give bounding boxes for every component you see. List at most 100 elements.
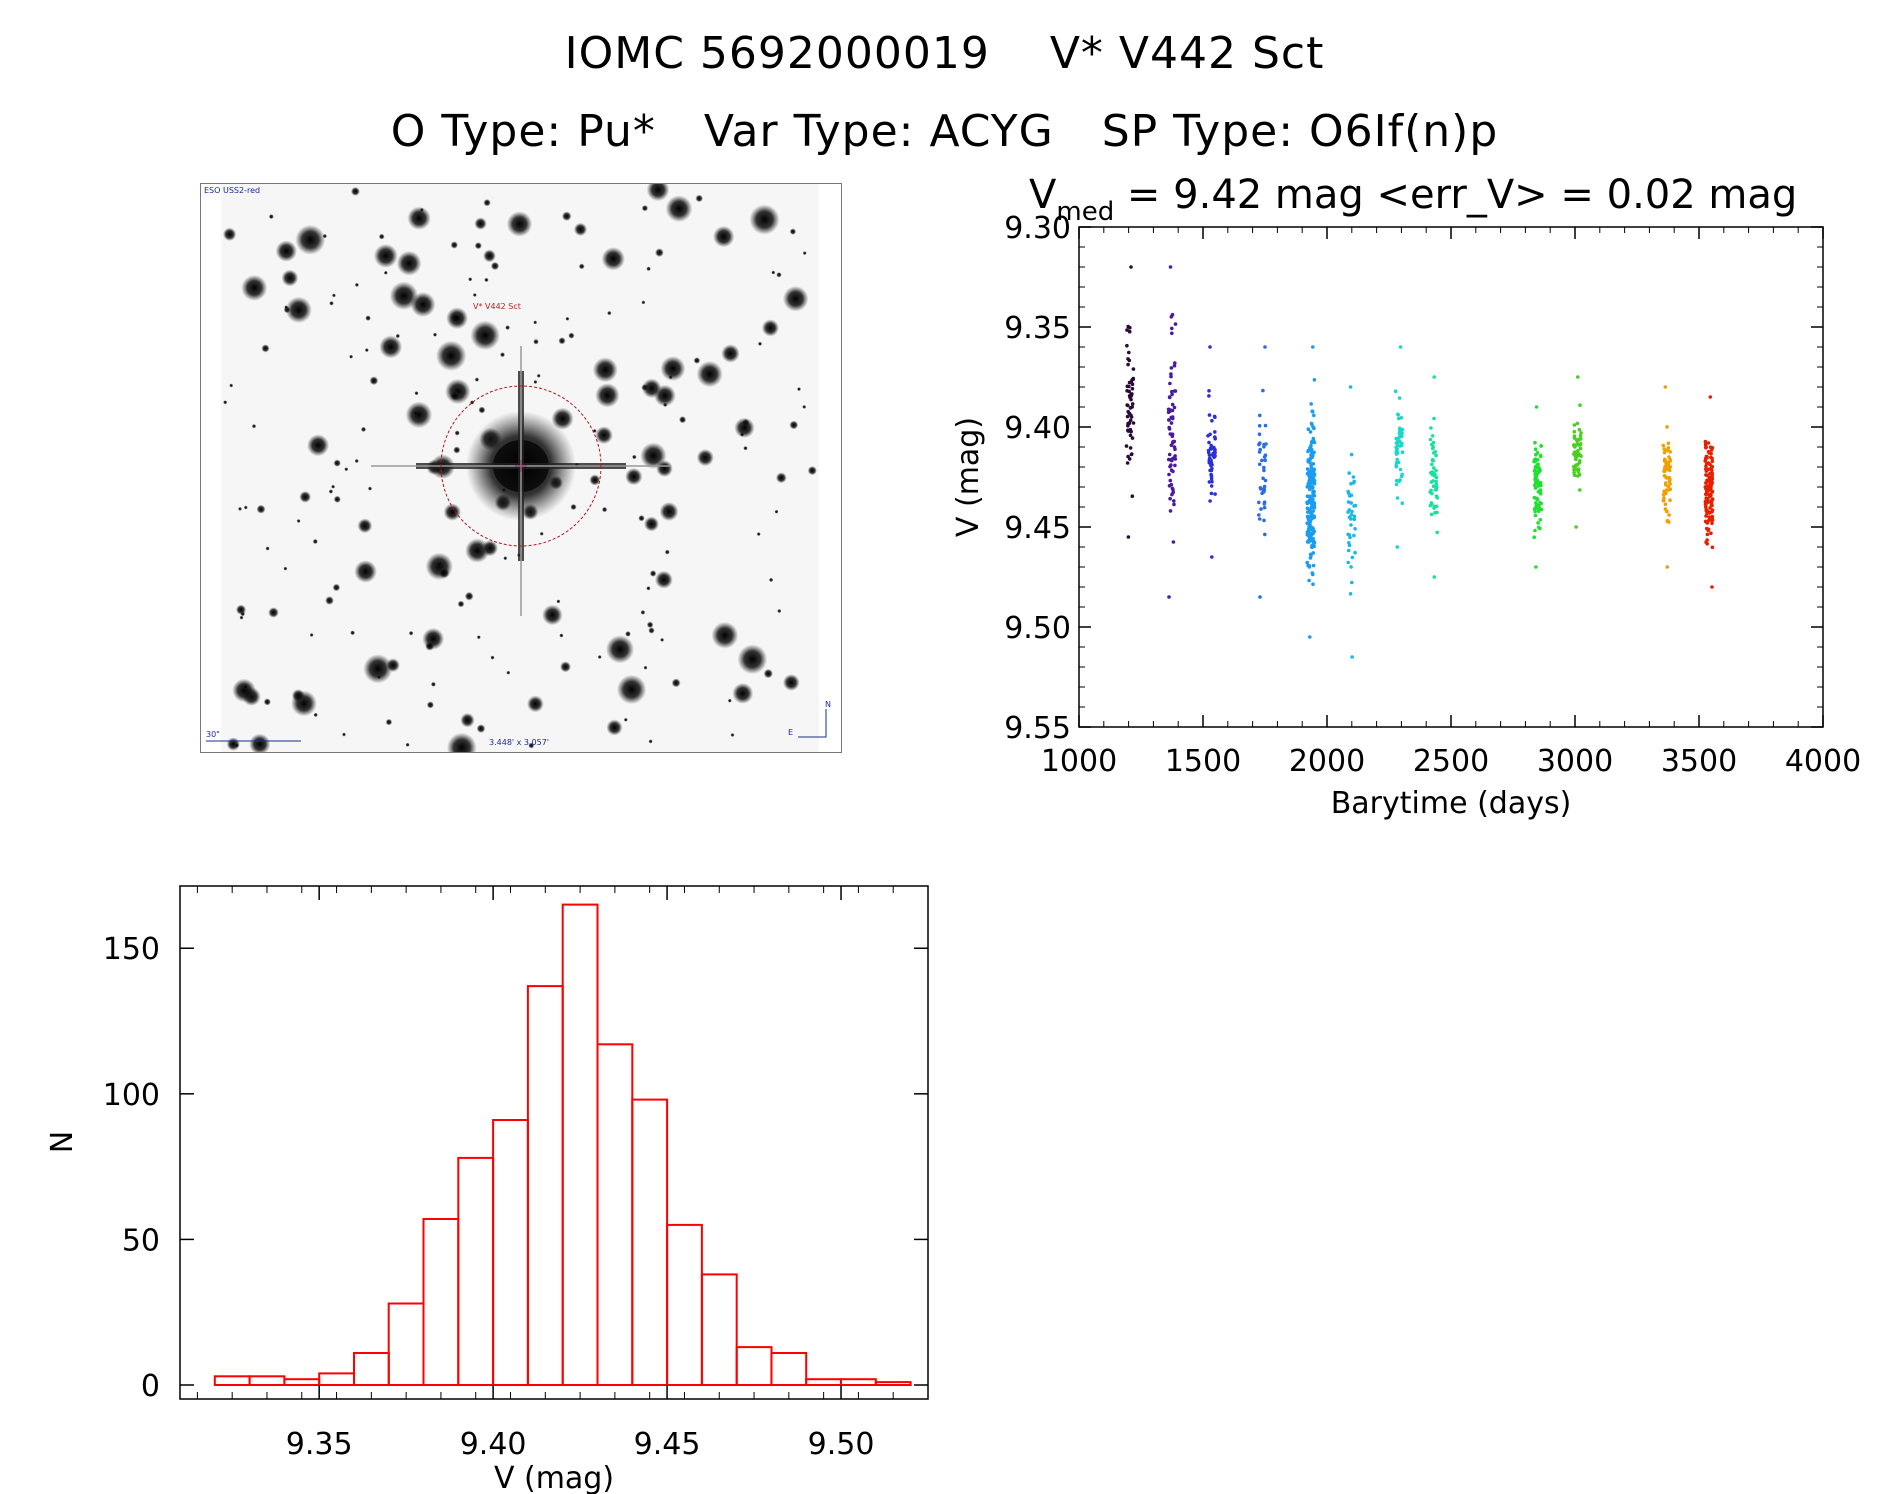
data-point [1353,503,1358,508]
data-point [1348,535,1352,540]
star [373,243,398,268]
star [249,733,271,752]
star [243,505,248,510]
data-point [1172,499,1176,503]
data-point [1168,478,1173,483]
data-point [1310,512,1314,517]
histogram-bar [631,1098,669,1386]
star [561,211,572,221]
data-point [1167,427,1172,431]
data-point [1710,472,1715,476]
star [470,320,501,351]
iomc-id: IOMC 5692000019 [564,28,990,79]
data-point [1128,446,1133,450]
data-point [1433,510,1437,515]
star [644,516,659,532]
star [597,655,602,659]
data-point [1258,441,1262,445]
data-point [1572,423,1577,427]
data-point [1431,444,1435,449]
data-point [1170,326,1174,331]
star [322,233,327,239]
data-point [1167,472,1171,477]
data-point [1577,437,1581,442]
histogram-bar [318,1372,356,1387]
data-point [1124,444,1129,448]
data-point [1352,514,1357,519]
data-point [1397,396,1402,400]
star [468,277,473,282]
data-point [1307,578,1311,583]
star [533,380,538,384]
star [500,352,505,358]
spectral-type: SP Type: O6If(n)p [1101,106,1499,157]
data-point [1257,450,1262,454]
data-point [1706,461,1711,465]
star [601,247,625,271]
star [350,630,355,636]
star [481,540,498,557]
star [281,269,299,287]
data-point [1433,472,1437,477]
data-point [1350,655,1354,659]
star [789,228,797,235]
data-point [1131,421,1136,425]
data-point [1709,531,1713,535]
star [329,301,334,306]
data-point [1310,499,1314,503]
data-point [1430,462,1434,467]
data-point [1663,507,1668,511]
data-point [1539,454,1543,459]
data-point [1431,440,1436,445]
star [483,199,491,207]
star [436,340,467,371]
data-point [1429,426,1433,430]
x-tick-label: 9.40 [460,1427,527,1462]
star [457,600,465,608]
data-point [1573,450,1577,454]
data-point [1434,479,1438,484]
star [649,570,657,577]
star [436,561,443,568]
star [450,241,458,249]
sky-left-margin [201,184,221,752]
data-point [1706,528,1710,533]
data-point [1306,427,1311,432]
data-point [1126,421,1130,426]
data-point [1263,478,1268,483]
data-point [1572,429,1577,434]
sky-image [201,184,841,752]
data-point [1432,375,1436,379]
data-point [1346,500,1351,504]
data-point [1311,563,1316,568]
x-tick-label: 9.45 [634,1427,701,1462]
data-point [1169,315,1174,319]
data-point [1263,345,1267,349]
data-point [1167,595,1171,599]
histogram-xlabel: V (mag) [494,1461,614,1494]
star [229,383,234,388]
data-point [1664,476,1669,480]
star [342,732,346,737]
data-point [1171,540,1176,544]
y-tick-label: 150 [103,932,160,967]
y-tick-label: 9.50 [1004,611,1071,646]
star [578,263,585,270]
data-point [1533,447,1538,452]
data-point [1350,509,1354,514]
star [592,357,618,383]
star [490,261,500,271]
north-label: N [825,700,831,709]
star [450,390,460,401]
data-point [1572,470,1576,475]
data-point [1348,494,1352,498]
star [646,586,651,591]
data-point [1576,469,1580,474]
data-point [1399,416,1404,420]
data-point [1169,372,1173,376]
star [757,341,763,346]
data-point [1346,560,1350,565]
data-point [1173,447,1177,452]
y-tick-label: 0 [141,1369,160,1404]
